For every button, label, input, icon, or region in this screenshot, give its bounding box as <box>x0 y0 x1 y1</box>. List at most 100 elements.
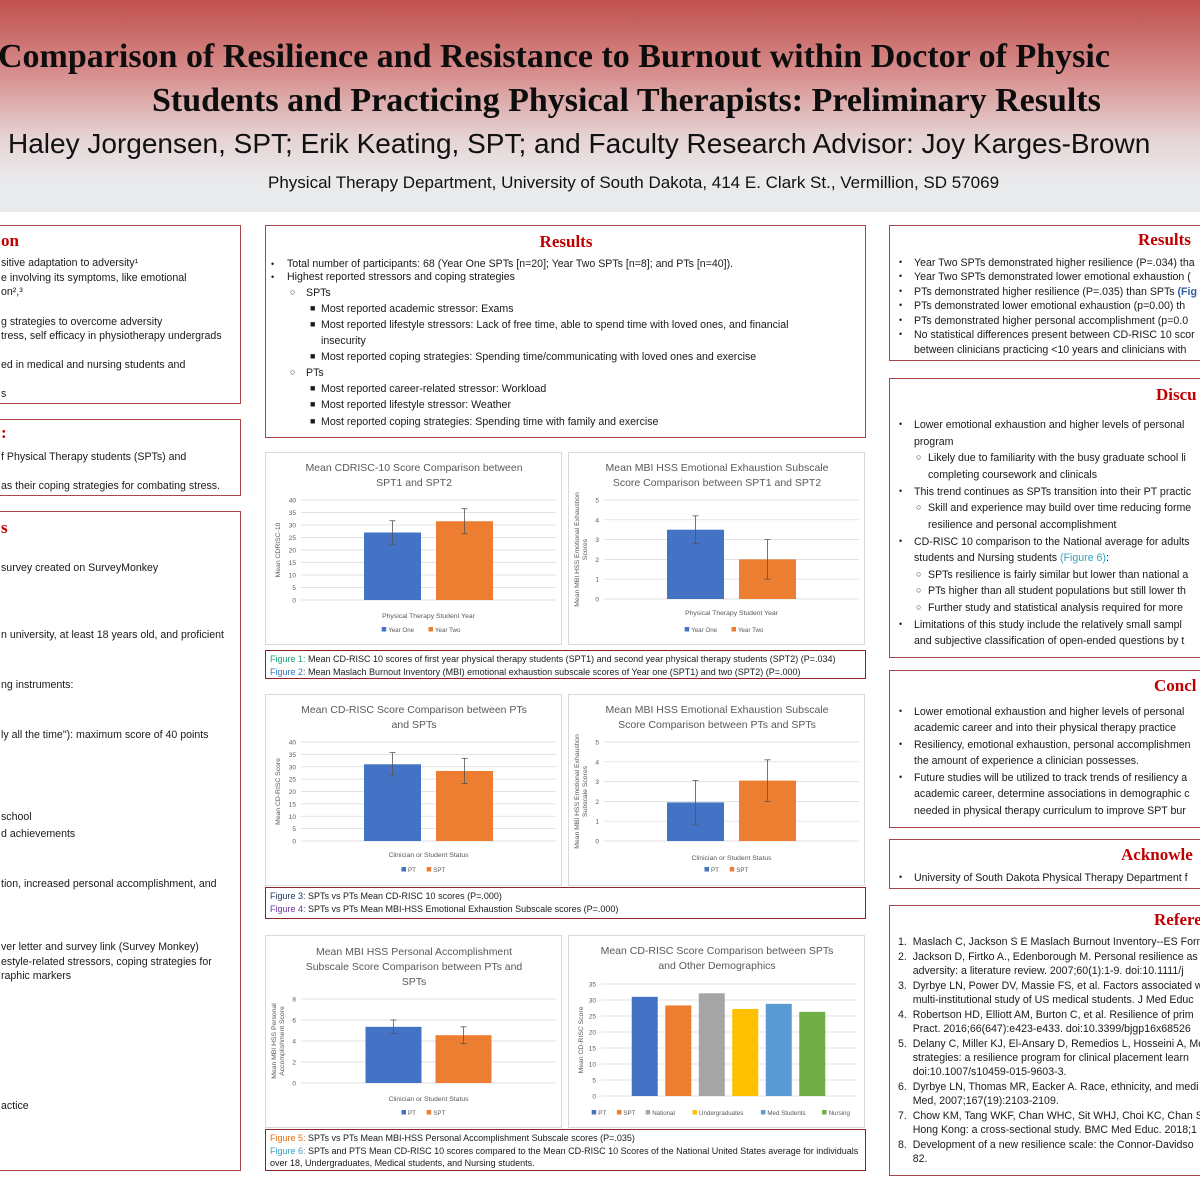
legend-swatch <box>822 1110 827 1115</box>
chart-title: and SPTs <box>392 719 437 731</box>
chart-title: Mean CDRISC-10 Score Comparison between <box>305 462 522 474</box>
section-heading: on <box>1 231 19 250</box>
introduction-section: on sitive adaptation to adversity¹ e inv… <box>0 225 241 404</box>
legend-swatch <box>760 1110 766 1115</box>
purpose-section: : f Physical Therapy students (SPTs) and… <box>0 419 241 496</box>
result-item: Most reported coping strategies: Spendin… <box>321 416 659 428</box>
section-heading: Results <box>539 232 593 251</box>
legend-label: Med Students <box>767 1110 805 1117</box>
y-tick-label: 4 <box>595 517 599 524</box>
text-line: actice <box>1 1100 29 1112</box>
text-line: SPTs resilience is fairly similar but lo… <box>928 569 1189 581</box>
y-tick-label: 15 <box>289 801 297 808</box>
text-line: f Physical Therapy students (SPTs) and <box>1 451 187 463</box>
caption-text: Mean Maslach Burnout Inventory (MBI) emo… <box>305 666 801 677</box>
text-line: d achievements <box>1 828 76 840</box>
legend-label: SPT <box>736 867 748 874</box>
bar-med-students <box>765 1003 792 1096</box>
figure-label: Figure 3: <box>270 891 306 901</box>
y-tick-label: 35 <box>589 982 597 989</box>
bar-national <box>698 993 725 1096</box>
legend-swatch <box>428 627 433 632</box>
result-item: Most reported coping strategies: Spendin… <box>321 351 757 363</box>
caption-text: SPTs vs PTs Mean MBI-HSS Emotional Exhau… <box>305 903 619 914</box>
reference-line: Pract. 2016;66(647):e423-e433. doi:10.33… <box>898 1023 1191 1035</box>
caption-text: over 18, Undergraduates, Medical student… <box>270 1158 535 1168</box>
methods-section: s survey created on SurveyMonkey n unive… <box>0 511 241 1171</box>
text-line: University of South Dakota Physical Ther… <box>914 872 1188 884</box>
text-line: Lower emotional exhaustion and higher le… <box>914 419 1185 431</box>
y-tick-label: 3 <box>595 537 599 544</box>
chart-svg: Mean MBI HSS Personal Accomplishment Subs… <box>271 946 556 1117</box>
figure-3-chart: Mean CD-RISC Score Comparison between PT… <box>265 694 562 886</box>
legend-label: SPT <box>433 867 445 874</box>
chart-title: Subscale Score Comparison between PTs an… <box>306 961 523 973</box>
bullet-icon: • <box>899 257 903 267</box>
circle-bullet-icon: ○ <box>916 602 922 612</box>
legend-label: PT <box>711 867 719 874</box>
x-axis-label: Clinician or Student Status <box>691 855 772 862</box>
text-line: No statistical differences present betwe… <box>914 329 1195 341</box>
legend-label: National <box>652 1110 675 1117</box>
y-axis-label: Accomplishment Score <box>279 1006 286 1076</box>
square-bullet-icon: ■ <box>310 303 316 313</box>
legend-label: SPT <box>623 1110 635 1117</box>
legend-swatch <box>729 867 735 872</box>
y-axis-label: Mean CDRISC-10 <box>275 522 282 577</box>
square-bullet-icon: ■ <box>310 319 316 329</box>
reference-line: 1. Maslach C, Jackson S E Maslach Burnou… <box>898 936 1200 948</box>
section-heading: Results <box>1138 230 1191 249</box>
y-axis-label: Mean CD-RISC Score <box>578 1006 585 1073</box>
text-line: program <box>914 436 954 448</box>
bullet-icon: • <box>271 259 275 269</box>
figure-label: Figure 5: <box>270 1133 306 1143</box>
reference-line: 82. <box>898 1153 928 1165</box>
text-line: sitive adaptation to adversity¹ <box>1 257 139 269</box>
square-bullet-icon: ■ <box>310 351 316 361</box>
legend-swatch <box>704 867 709 872</box>
bullet-icon: • <box>899 271 903 281</box>
y-tick-label: 15 <box>589 1046 597 1053</box>
text-line: e involving its symptoms, like emotional <box>1 272 187 284</box>
legend-swatch <box>401 867 406 872</box>
reference-line: 8. Development of a new resilience scale… <box>898 1139 1194 1151</box>
legend-swatch <box>401 1110 406 1115</box>
text-line: on²,³ <box>1 286 23 298</box>
y-tick-label: 5 <box>595 498 599 505</box>
chart-title: Mean MBI HSS Personal Accomplishment <box>316 946 512 958</box>
y-tick-label: 20 <box>589 1030 597 1037</box>
text-line: ed in medical and nursing students and <box>1 359 186 371</box>
references-section: Refere 1. Maslach C, Jackson S E Maslach… <box>889 905 1200 1176</box>
section-heading: Refere <box>1154 910 1200 929</box>
section-heading: s <box>1 518 8 537</box>
legend-label: PT <box>408 867 416 874</box>
text-line: Resiliency, emotional exhaustion, person… <box>914 739 1191 751</box>
caption-text: SPTs and PTS Mean CD-RISC 10 scores comp… <box>305 1145 859 1156</box>
x-axis-label: Physical Therapy Student Year <box>685 610 779 617</box>
reference-line: 7. Chow KM, Tang WKF, Chan WHC, Sit WHJ,… <box>898 1110 1200 1122</box>
figure-6-chart: Mean CD-RISC Score Comparison between SP… <box>568 935 865 1128</box>
reference-line: strategies: a resilience program for cli… <box>898 1052 1189 1064</box>
result-item: Most reported academic stressor: Exams <box>321 303 514 315</box>
text-line: school <box>1 811 32 823</box>
circle-bullet-icon: ○ <box>916 569 922 579</box>
reference-line: 4. Robertson HD, Elliott AM, Burton C, e… <box>898 1009 1194 1021</box>
square-bullet-icon: ■ <box>310 383 316 393</box>
text-line: This trend continues as SPTs transition … <box>914 486 1192 498</box>
text-line: CD-RISC 10 comparison to the National av… <box>914 536 1190 548</box>
text-line: survey created on SurveyMonkey <box>1 562 159 574</box>
legend-label: Year Two <box>738 627 764 634</box>
circle-bullet-icon: ○ <box>916 585 922 595</box>
text-line: students and Nursing students (Figure 6)… <box>914 552 1109 564</box>
bullet-icon: • <box>899 772 903 782</box>
bullet-icon: • <box>899 706 903 716</box>
chart-title: Mean CD-RISC Score Comparison between PT… <box>301 704 527 716</box>
bullet-icon: • <box>899 619 903 629</box>
text-line: between clinicians practicing <10 years … <box>914 344 1187 356</box>
authors: Haley Jorgensen, SPT; Erik Keating, SPT;… <box>8 128 1151 159</box>
legend-swatch <box>616 1110 622 1115</box>
bullet-icon: • <box>899 486 903 496</box>
caption-text: Mean CD-RISC 10 scores of first year phy… <box>305 654 836 664</box>
bar-undergraduates <box>732 1008 759 1096</box>
figure-1-chart: Mean CDRISC-10 Score Comparison between S… <box>265 452 562 645</box>
